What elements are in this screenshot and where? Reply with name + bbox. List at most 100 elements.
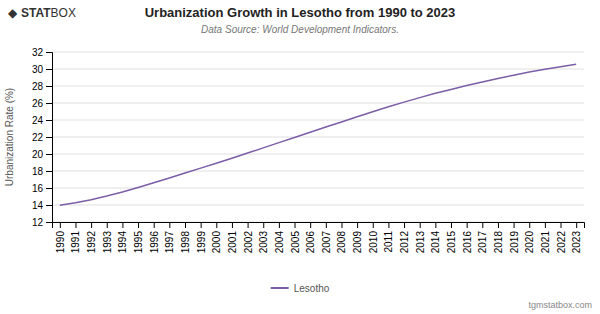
x-tick-label: 1998	[180, 231, 191, 254]
x-tick: 1999	[196, 222, 207, 253]
y-tick-label: 16	[32, 183, 44, 194]
x-tick-label: 1993	[102, 231, 113, 254]
x-tick-mark	[60, 222, 61, 228]
x-tick-label: 2019	[509, 231, 520, 254]
y-tick-label: 18	[32, 166, 44, 177]
x-tick-label: 1996	[149, 231, 160, 254]
grid-line	[52, 171, 584, 172]
x-tick-mark	[248, 222, 249, 228]
x-tick-mark	[169, 222, 170, 228]
x-tick-label: 1990	[55, 231, 66, 254]
y-tick: 16	[32, 183, 52, 194]
x-tick-mark	[107, 222, 108, 228]
grid-line	[52, 52, 584, 53]
x-tick-label: 2022	[556, 231, 567, 254]
x-tick: 1994	[117, 222, 128, 253]
grid-line	[52, 188, 584, 189]
y-tick-label: 32	[32, 47, 44, 58]
x-tick-mark	[341, 222, 342, 228]
x-tick-label: 2008	[336, 231, 347, 254]
y-tick: 24	[32, 115, 52, 126]
x-tick: 2019	[509, 222, 520, 253]
y-tick-mark	[46, 120, 52, 121]
y-tick: 20	[32, 149, 52, 160]
x-tick: 2003	[258, 222, 269, 253]
x-tick-label: 2013	[415, 231, 426, 254]
x-tick-label: 2011	[383, 231, 394, 253]
x-tick-mark	[561, 222, 562, 228]
x-tick: 1998	[180, 222, 191, 253]
x-tick-mark	[404, 222, 405, 228]
x-tick-mark	[310, 222, 311, 228]
x-tick-mark	[388, 222, 389, 228]
x-tick-label: 2006	[305, 231, 316, 254]
y-tick-mark	[46, 205, 52, 206]
x-tick: 1992	[86, 222, 97, 253]
grid-line	[52, 103, 584, 104]
x-tick-mark	[373, 222, 374, 228]
x-tick-mark	[435, 222, 436, 228]
y-tick-mark	[46, 86, 52, 87]
y-tick: 18	[32, 166, 52, 177]
x-tick: 1993	[102, 222, 113, 253]
logo-strong: STAT	[21, 6, 51, 20]
grid-line	[52, 120, 584, 121]
subtitle: Data Source: World Development Indicator…	[201, 24, 399, 35]
y-tick-label: 14	[32, 200, 44, 211]
legend-label: Lesotho	[294, 283, 330, 294]
x-tick: 2006	[305, 222, 316, 253]
y-tick-label: 12	[32, 217, 44, 228]
logo-text: BOX	[51, 6, 76, 20]
x-tick-mark	[122, 222, 123, 228]
x-tick-label: 2021	[540, 231, 551, 254]
y-axis-line	[46, 53, 53, 223]
title: Urbanization Growth in Lesotho from 1990…	[145, 5, 456, 20]
x-tick: 2005	[290, 222, 301, 253]
x-tick-mark	[201, 222, 202, 228]
x-tick: 2011	[383, 222, 394, 253]
x-tick-mark	[138, 222, 139, 228]
x-tick-mark	[529, 222, 530, 228]
y-tick-label: 30	[32, 64, 44, 75]
x-tick-label: 2004	[274, 231, 285, 254]
y-tick-mark	[46, 137, 52, 138]
x-tick-label: 2002	[243, 231, 254, 254]
x-tick-label: 1994	[117, 231, 128, 254]
logo: ◆STATBOX	[8, 6, 76, 20]
x-tick: 1997	[164, 222, 175, 253]
legend: Lesotho	[271, 283, 330, 294]
x-tick-label: 2018	[493, 231, 504, 254]
y-axis-title: Urbanization Rate (%)	[4, 88, 15, 186]
plot: 1214161820222426283032199019911992199319…	[32, 47, 585, 254]
legend-item: Lesotho	[271, 283, 330, 294]
grid-line	[52, 69, 584, 70]
x-tick: 2023	[571, 222, 582, 253]
x-tick-label: 2020	[524, 231, 535, 254]
x-tick-label: 1991	[70, 231, 81, 254]
x-tick-mark	[420, 222, 421, 228]
x-tick-mark	[75, 222, 76, 228]
y-tick-label: 22	[32, 132, 44, 143]
x-tick-mark	[467, 222, 468, 228]
grid-line	[52, 137, 584, 138]
x-tick-mark	[263, 222, 264, 228]
x-tick: 2015	[446, 222, 457, 253]
x-tick-mark	[216, 222, 217, 228]
line	[60, 64, 576, 205]
grid-line	[52, 86, 584, 87]
x-tick-label: 1999	[196, 231, 207, 254]
x-tick: 2016	[462, 222, 473, 253]
x-tick: 1996	[149, 222, 160, 253]
y-tick-mark	[46, 103, 52, 104]
x-tick-label: 2017	[477, 231, 488, 254]
x-tick: 2000	[211, 222, 222, 253]
x-tick-label: 2000	[211, 231, 222, 254]
x-tick-label: 2005	[290, 231, 301, 254]
x-tick: 2001	[227, 222, 238, 253]
x-tick-label: 2001	[227, 231, 238, 254]
x-tick-mark	[279, 222, 280, 228]
y-tick: 26	[32, 98, 52, 109]
y-tick: 22	[32, 132, 52, 143]
legend-swatch	[271, 287, 289, 289]
x-tick-label: 2023	[571, 231, 582, 254]
